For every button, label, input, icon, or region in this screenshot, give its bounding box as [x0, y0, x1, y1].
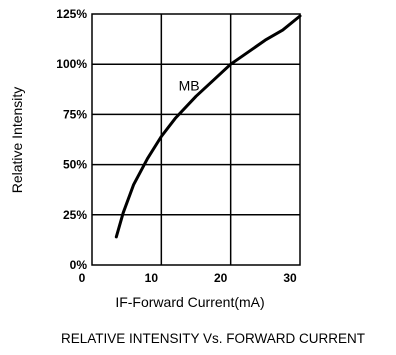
x-tick-label: 30: [283, 271, 297, 285]
y-tick-label: 100%: [56, 57, 87, 71]
annotations: MB: [179, 77, 200, 93]
chart-title: RELATIVE INTENSITY Vs. FORWARD CURRENT: [61, 331, 365, 346]
y-tick-label: 0%: [70, 258, 88, 272]
x-tick-labels: 0 10 20 30: [79, 271, 297, 285]
y-tick-labels: 0% 25% 50% 75% 100% 125%: [56, 7, 87, 272]
x-tick-label: 20: [214, 271, 228, 285]
x-tick-label: 0: [79, 271, 86, 285]
plot-frame: [91, 13, 301, 266]
y-axis-label: Relative Intensity: [9, 87, 25, 194]
y-tick-label: 125%: [56, 7, 87, 21]
series-annotation: MB: [179, 77, 200, 93]
y-tick-label: 50%: [63, 158, 87, 172]
x-tick-label: 10: [145, 271, 159, 285]
grid: [92, 14, 300, 265]
y-tick-label: 25%: [63, 208, 87, 222]
series-line-mb: [114, 14, 302, 239]
y-tick-label: 75%: [63, 107, 87, 121]
x-axis-label: IF-Forward Current(mA): [115, 294, 264, 310]
